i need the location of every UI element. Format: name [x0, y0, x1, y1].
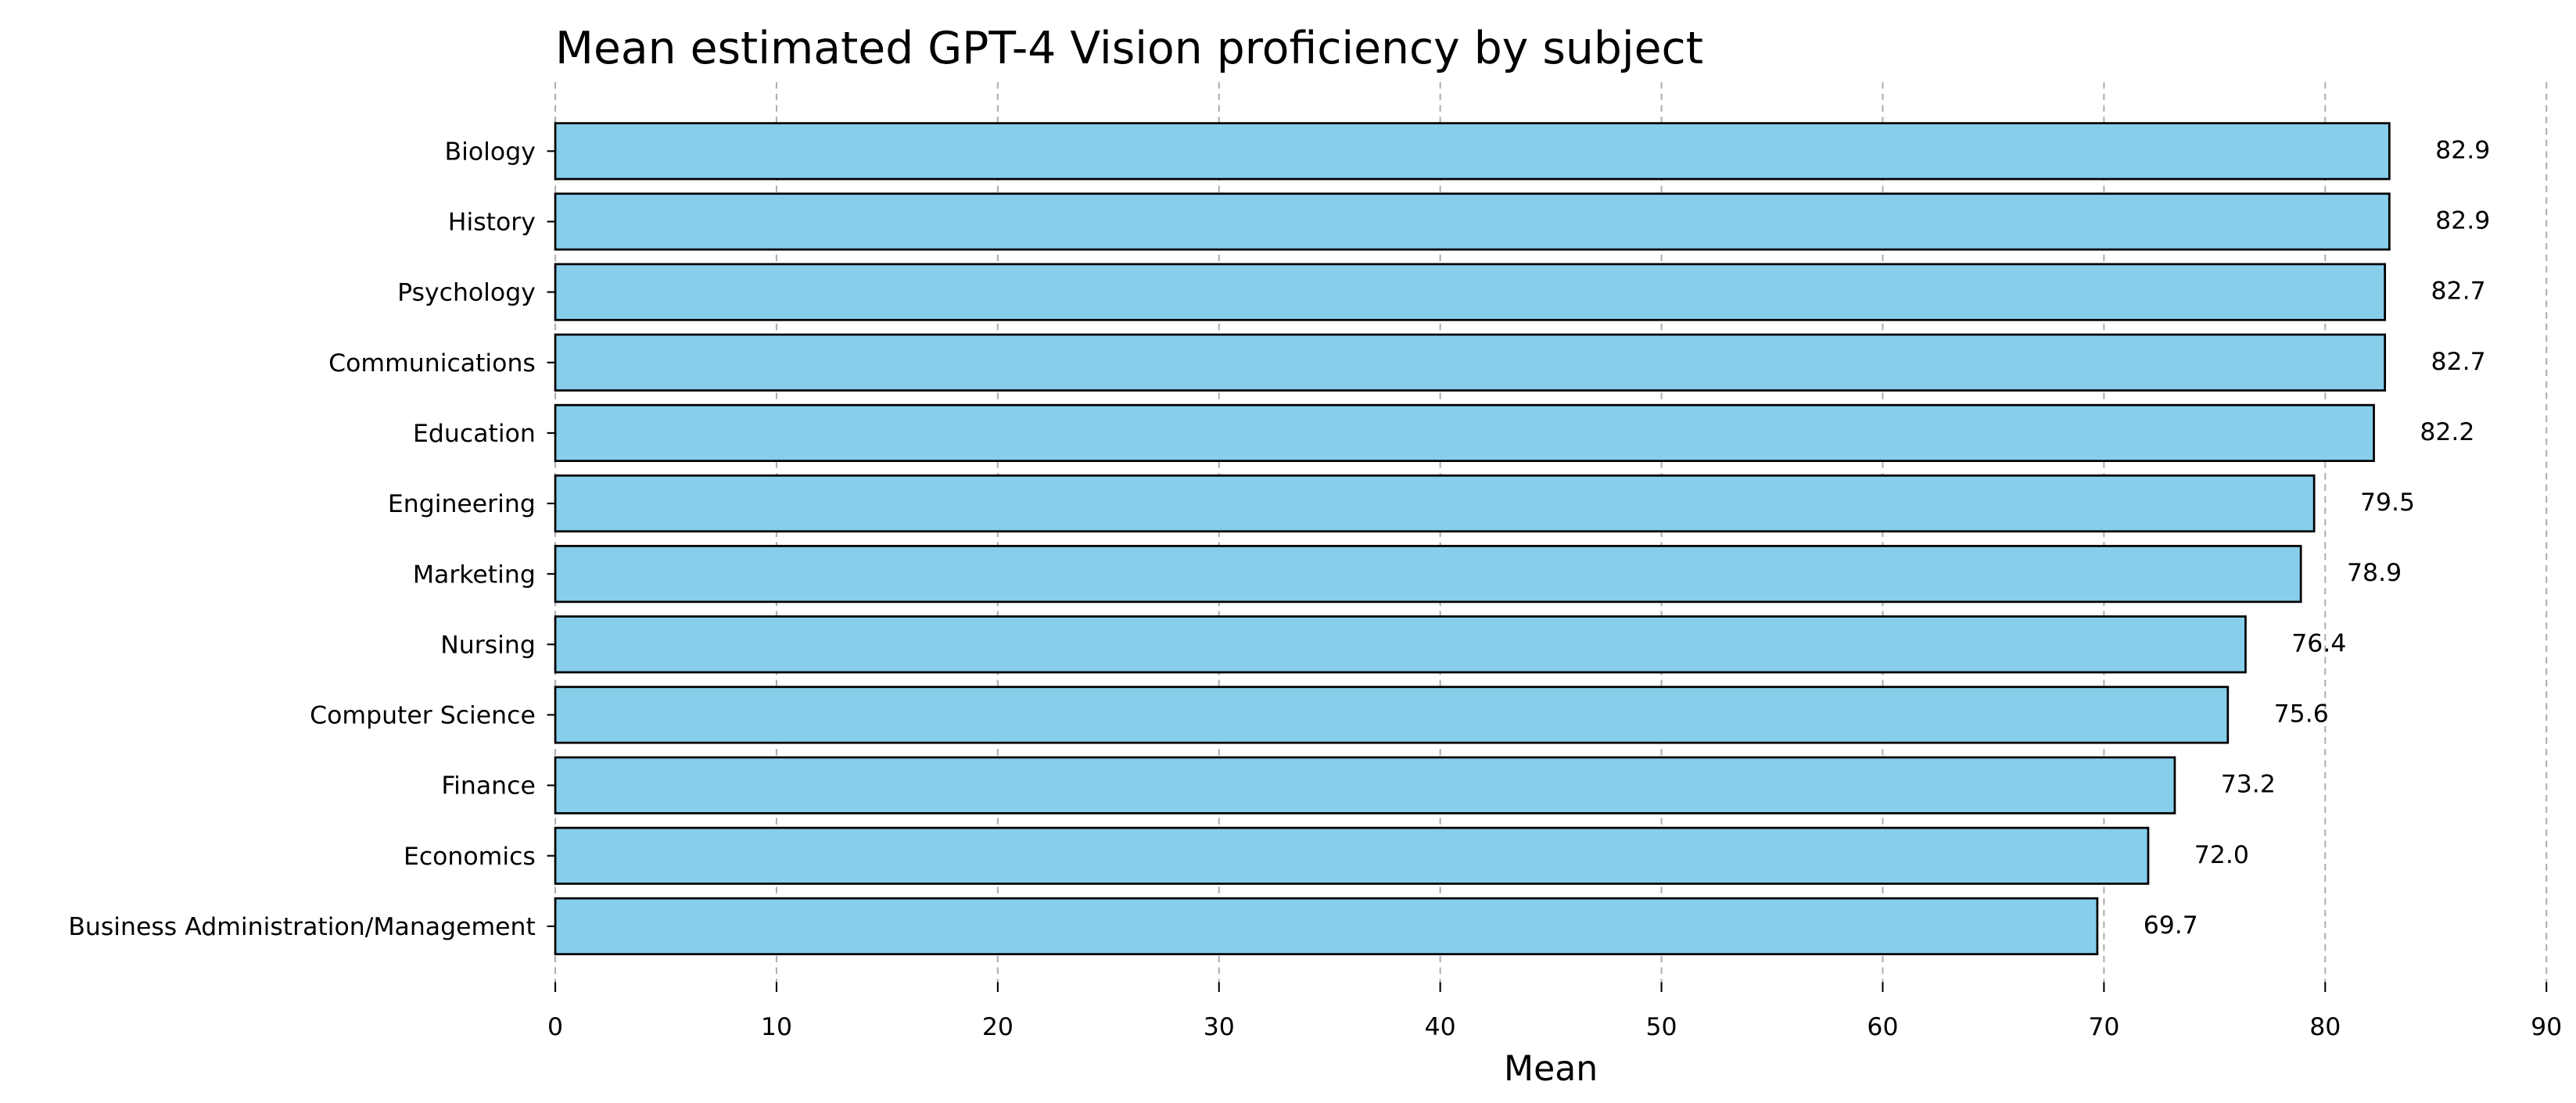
- bar: [554, 897, 2099, 955]
- value-label: 82.9: [2435, 206, 2490, 235]
- x-tick-label: 60: [1867, 1013, 1898, 1041]
- bar: [554, 474, 2316, 533]
- value-label: 82.7: [2431, 348, 2485, 376]
- x-tick-label: 40: [1425, 1013, 1456, 1041]
- bar: [554, 756, 2176, 815]
- x-tick-label: 0: [547, 1013, 563, 1041]
- x-tick-label: 90: [2531, 1013, 2562, 1041]
- y-tick-label: Engineering: [388, 490, 536, 518]
- y-tick-label: History: [448, 209, 536, 237]
- value-label: 72.0: [2194, 841, 2249, 869]
- bar: [554, 333, 2387, 392]
- value-label: 73.2: [2221, 771, 2276, 799]
- y-tick-label: Business Administration/Management: [68, 913, 536, 941]
- value-label: 69.7: [2144, 911, 2198, 940]
- x-tick-label: 70: [2088, 1013, 2119, 1041]
- value-label: 75.6: [2274, 700, 2329, 728]
- y-tick-label: Education: [413, 420, 536, 448]
- value-label: 82.2: [2420, 418, 2474, 446]
- bar: [554, 192, 2391, 251]
- y-tick-label: Nursing: [440, 631, 536, 659]
- x-tick-label: 20: [982, 1013, 1014, 1041]
- x-tick-label: 30: [1204, 1013, 1235, 1041]
- x-tick-label: 50: [1646, 1013, 1677, 1041]
- bar: [554, 545, 2302, 603]
- y-tick-label: Economics: [404, 843, 536, 871]
- y-tick-label: Finance: [441, 772, 536, 800]
- bar: [554, 615, 2247, 674]
- value-label: 82.7: [2431, 278, 2485, 306]
- y-tick-label: Computer Science: [310, 702, 536, 730]
- bar: [554, 686, 2230, 744]
- bar: [554, 263, 2387, 321]
- chart-title: Mean estimated GPT-4 Vision proficiency …: [555, 23, 1703, 74]
- bar: [554, 826, 2150, 885]
- value-label: 79.5: [2360, 489, 2415, 517]
- y-tick-label: Communications: [328, 349, 536, 378]
- y-tick-label: Biology: [445, 138, 536, 166]
- value-label: 76.4: [2291, 629, 2346, 657]
- y-tick-label: Marketing: [413, 560, 536, 589]
- bar: [554, 403, 2375, 462]
- value-label: 82.9: [2435, 136, 2490, 164]
- value-label: 78.9: [2347, 559, 2402, 587]
- x-axis-label: Mean: [1504, 1049, 1598, 1089]
- bar: [554, 122, 2391, 181]
- x-tick-label: 80: [2309, 1013, 2341, 1041]
- y-tick-label: Psychology: [397, 279, 536, 307]
- x-tick-label: 10: [761, 1013, 792, 1041]
